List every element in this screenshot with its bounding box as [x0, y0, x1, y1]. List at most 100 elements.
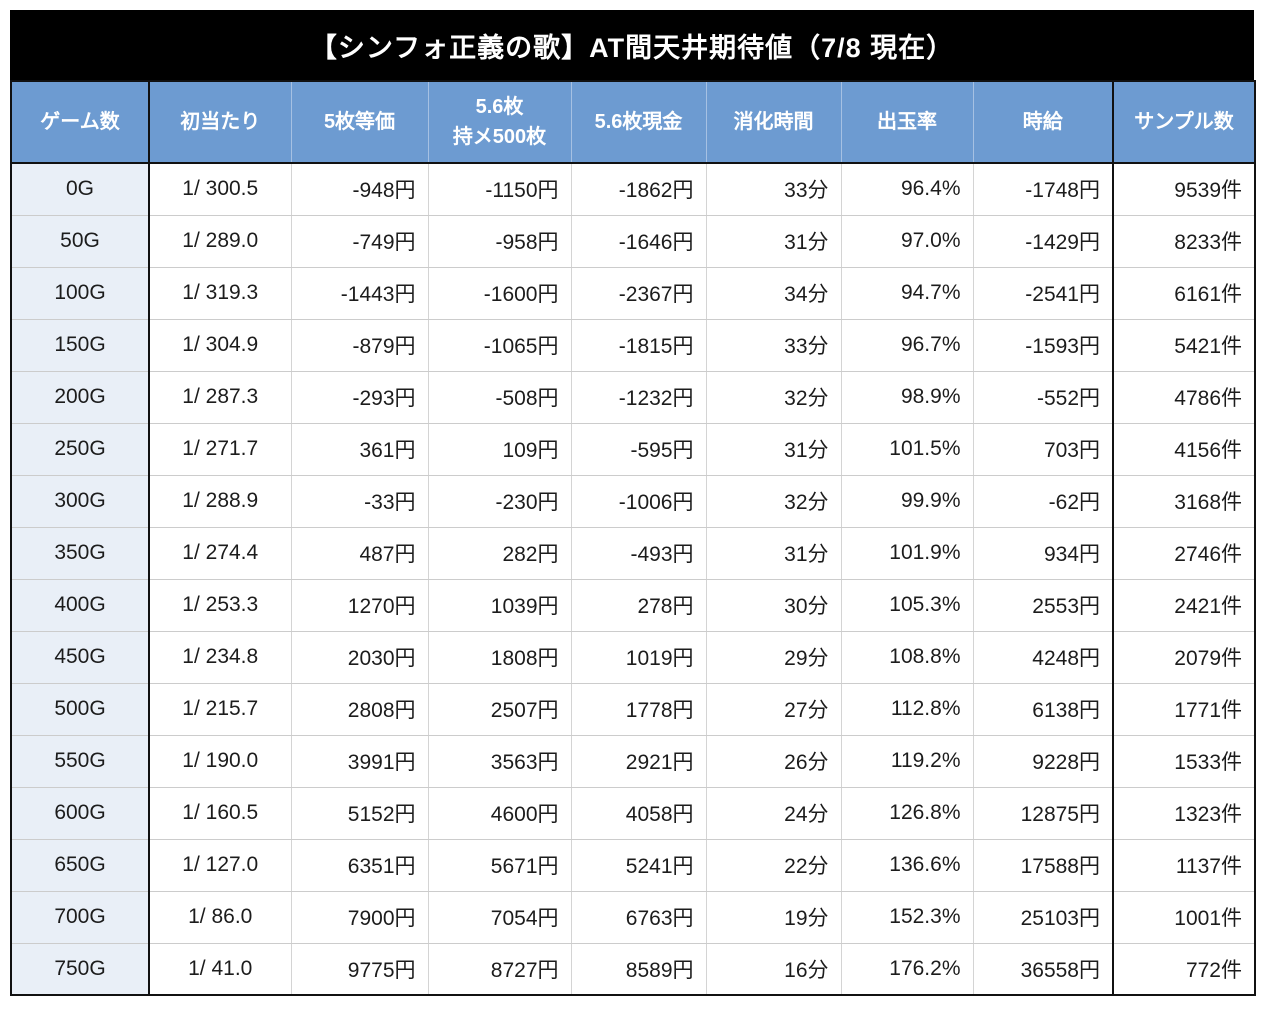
table-row: 200G 1/ 287.3 -293円 -508円 -1232円 32分 98.9% -552… [11, 371, 1255, 424]
table-header-row: ゲーム数 初当たり 5枚等価 5.6枚 持メ500枚 5.6枚現金 消化時間 出玉率 時給 サンプ… [11, 81, 1255, 164]
cell-hourly-wage: -1429円 [973, 215, 1114, 268]
cell-equal-5: -879円 [291, 319, 429, 372]
col-header-equal-5: 5枚等価 [291, 81, 429, 164]
cell-samples: 2421件 [1113, 579, 1255, 632]
cell-samples: 3168件 [1113, 475, 1255, 528]
cell-games: 300G [11, 475, 150, 528]
cell-hourly-wage: 2553円 [973, 579, 1114, 632]
cell-payout-rate: 96.4% [841, 163, 974, 216]
cell-hourly-wage: -1748円 [973, 163, 1114, 216]
table-row: 50G 1/ 289.0 -749円 -958円 -1646円 31分 97.0% -1429… [11, 215, 1255, 268]
table-row: 750G 1/ 41.0 9775円 8727円 8589円 16分 176.2% 36558… [11, 943, 1255, 995]
cell-time: 33分 [706, 319, 842, 372]
cell-samples: 1533件 [1113, 735, 1255, 788]
cell-time: 33分 [706, 163, 842, 216]
cell-equal-5: 2808円 [291, 683, 429, 736]
cell-first-hit: 1/ 289.0 [149, 215, 292, 268]
cell-equal-5: 487円 [291, 527, 429, 580]
cell-time: 22分 [706, 839, 842, 892]
cell-time: 30分 [706, 579, 842, 632]
cell-rate-56-hold500: 1039円 [428, 579, 572, 632]
cell-cash-56: 2921円 [571, 735, 707, 788]
cell-hourly-wage: 17588円 [973, 839, 1114, 892]
cell-payout-rate: 101.9% [841, 527, 974, 580]
cell-cash-56: 6763円 [571, 891, 707, 944]
cell-games: 250G [11, 423, 150, 476]
cell-payout-rate: 136.6% [841, 839, 974, 892]
cell-hourly-wage: -62円 [973, 475, 1114, 528]
cell-cash-56: -1815円 [571, 319, 707, 372]
table-row: 0G 1/ 300.5 -948円 -1150円 -1862円 33分 96.4% -1748… [11, 163, 1255, 216]
cell-rate-56-hold500: 282円 [428, 527, 572, 580]
cell-payout-rate: 94.7% [841, 267, 974, 320]
cell-first-hit: 1/ 287.3 [149, 371, 292, 424]
cell-equal-5: 2030円 [291, 631, 429, 684]
cell-cash-56: -493円 [571, 527, 707, 580]
cell-rate-56-hold500: 3563円 [428, 735, 572, 788]
cell-payout-rate: 98.9% [841, 371, 974, 424]
cell-payout-rate: 99.9% [841, 475, 974, 528]
cell-hourly-wage: -2541円 [973, 267, 1114, 320]
cell-hourly-wage: 4248円 [973, 631, 1114, 684]
table-row: 150G 1/ 304.9 -879円 -1065円 -1815円 33分 96.7% -15… [11, 319, 1255, 372]
col-header-hourly-wage: 時給 [973, 81, 1114, 164]
table-row: 250G 1/ 271.7 361円 109円 -595円 31分 101.5% 703円 41… [11, 423, 1255, 476]
cell-equal-5: -33円 [291, 475, 429, 528]
cell-samples: 4786件 [1113, 371, 1255, 424]
col-header-rate-56-hold500: 5.6枚 持メ500枚 [428, 81, 572, 164]
cell-first-hit: 1/ 41.0 [149, 943, 292, 995]
cell-payout-rate: 112.8% [841, 683, 974, 736]
cell-hourly-wage: 36558円 [973, 943, 1114, 995]
cell-time: 16分 [706, 943, 842, 995]
cell-hourly-wage: 12875円 [973, 787, 1114, 840]
cell-samples: 1137件 [1113, 839, 1255, 892]
cell-samples: 6161件 [1113, 267, 1255, 320]
table-row: 100G 1/ 319.3 -1443円 -1600円 -2367円 34分 94.7% -2… [11, 267, 1255, 320]
cell-rate-56-hold500: -1150円 [428, 163, 572, 216]
cell-rate-56-hold500: -508円 [428, 371, 572, 424]
table-row: 600G 1/ 160.5 5152円 4600円 4058円 24分 126.8% 1287… [11, 787, 1255, 840]
cell-hourly-wage: 6138円 [973, 683, 1114, 736]
cell-payout-rate: 119.2% [841, 735, 974, 788]
cell-first-hit: 1/ 160.5 [149, 787, 292, 840]
cell-games: 750G [11, 943, 150, 995]
cell-cash-56: -1006円 [571, 475, 707, 528]
cell-payout-rate: 152.3% [841, 891, 974, 944]
cell-hourly-wage: -1593円 [973, 319, 1114, 372]
col-header-payout-rate: 出玉率 [841, 81, 974, 164]
cell-rate-56-hold500: -1600円 [428, 267, 572, 320]
cell-games: 550G [11, 735, 150, 788]
cell-cash-56: -595円 [571, 423, 707, 476]
table-row: 550G 1/ 190.0 3991円 3563円 2921円 26分 119.2% 9228… [11, 735, 1255, 788]
cell-equal-5: -948円 [291, 163, 429, 216]
cell-time: 31分 [706, 527, 842, 580]
cell-first-hit: 1/ 319.3 [149, 267, 292, 320]
cell-games: 450G [11, 631, 150, 684]
table-row: 700G 1/ 86.0 7900円 7054円 6763円 19分 152.3% 25103… [11, 891, 1255, 944]
cell-equal-5: 1270円 [291, 579, 429, 632]
cell-rate-56-hold500: -1065円 [428, 319, 572, 372]
cell-equal-5: -749円 [291, 215, 429, 268]
table-row: 650G 1/ 127.0 6351円 5671円 5241円 22分 136.6% 1758… [11, 839, 1255, 892]
cell-time: 32分 [706, 371, 842, 424]
cell-payout-rate: 108.8% [841, 631, 974, 684]
cell-rate-56-hold500: 109円 [428, 423, 572, 476]
page-title: 【シンフォ正義の歌】AT間天井期待値（7/8 現在） [10, 10, 1254, 80]
cell-games: 150G [11, 319, 150, 372]
cell-hourly-wage: 9228円 [973, 735, 1114, 788]
cell-hourly-wage: 25103円 [973, 891, 1114, 944]
cell-cash-56: 278円 [571, 579, 707, 632]
cell-first-hit: 1/ 86.0 [149, 891, 292, 944]
cell-samples: 9539件 [1113, 163, 1255, 216]
cell-games: 500G [11, 683, 150, 736]
col-header-games: ゲーム数 [11, 81, 150, 164]
table-row: 500G 1/ 215.7 2808円 2507円 1778円 27分 112.8% 6138… [11, 683, 1255, 736]
cell-payout-rate: 105.3% [841, 579, 974, 632]
table-row: 450G 1/ 234.8 2030円 1808円 1019円 29分 108.8% 4248… [11, 631, 1255, 684]
col-header-first-hit: 初当たり [149, 81, 292, 164]
cell-time: 34分 [706, 267, 842, 320]
expected-value-table: ゲーム数 初当たり 5枚等価 5.6枚 持メ500枚 5.6枚現金 消化時間 出玉率 時給 サンプ… [10, 80, 1256, 996]
cell-first-hit: 1/ 271.7 [149, 423, 292, 476]
cell-samples: 1001件 [1113, 891, 1255, 944]
cell-games: 600G [11, 787, 150, 840]
